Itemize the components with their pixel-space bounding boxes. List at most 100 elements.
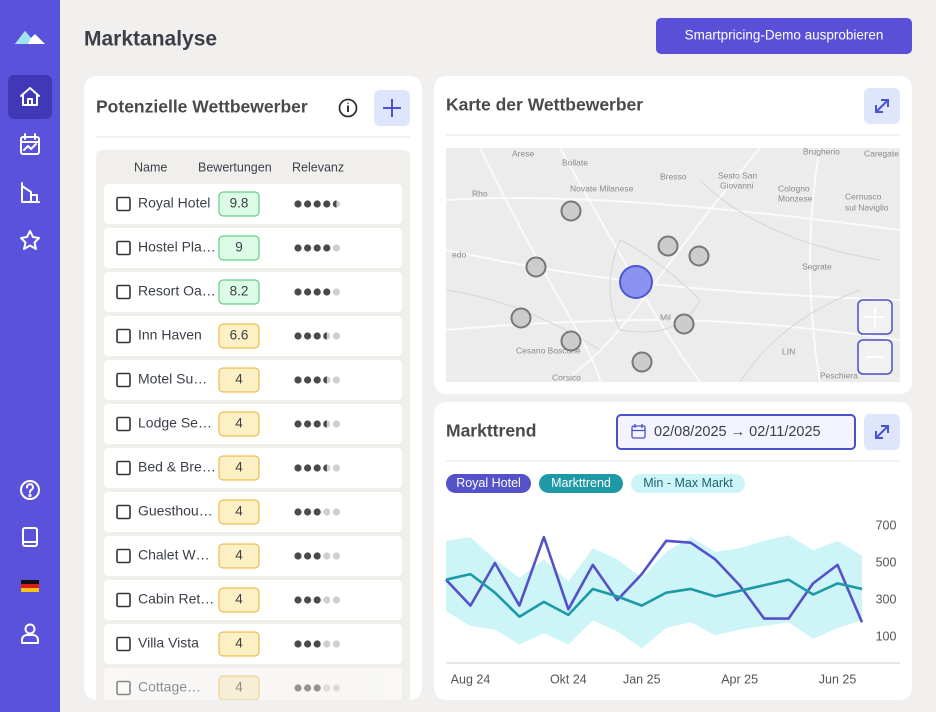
relevance-dot [304, 332, 312, 340]
relevance-dot [332, 508, 340, 516]
rating-badge [218, 455, 260, 481]
nav-home[interactable] [20, 87, 40, 106]
checkbox[interactable] [116, 460, 131, 476]
nav-star[interactable] [20, 230, 40, 250]
relevance-dot [294, 508, 302, 516]
relevance-dot [332, 640, 340, 648]
checkbox[interactable] [116, 372, 131, 388]
calendar-icon [631, 424, 646, 439]
nav-active[interactable] [8, 75, 52, 119]
competitor-marker[interactable] [631, 351, 653, 373]
checkbox[interactable] [116, 548, 131, 564]
hotel-name: Cabin Ret… [138, 591, 214, 607]
competitor-marker[interactable] [560, 200, 582, 222]
demo-button[interactable] [656, 18, 912, 54]
nav-calendar[interactable] [20, 133, 40, 155]
date-range: 02/08/2025 → 02/11/2025 [654, 424, 821, 440]
rating-badge [218, 411, 260, 437]
relevance-dot [304, 640, 312, 648]
relevance [294, 200, 340, 208]
competitor-row: Chalet W… 4 [104, 536, 402, 576]
relevance-dot [294, 376, 302, 384]
x-tick-label: Okt 24 [550, 672, 587, 686]
competitor-row: Hostel Pla… 9 [104, 228, 402, 268]
relevance-dot [294, 332, 302, 340]
relevance [294, 508, 340, 516]
hotel-name: Guesthou… [138, 503, 213, 519]
date-range-input[interactable] [616, 414, 856, 450]
place-label: Brugherio [803, 146, 840, 156]
relevance-dot [304, 464, 312, 472]
rating: 9 [235, 240, 243, 255]
own-hotel-marker[interactable] [619, 265, 653, 299]
rating-badge [218, 191, 260, 217]
relevance-dot [304, 552, 312, 560]
hotel-name: Hostel Pla… [138, 239, 216, 255]
checkbox[interactable] [116, 196, 131, 212]
relevance-dot [294, 640, 302, 648]
relevance-dot [313, 288, 321, 296]
place-label: Novate Milanese [570, 183, 634, 193]
relevance-dot [332, 420, 340, 428]
relevance [294, 332, 340, 340]
place-label: LIN [782, 346, 795, 356]
hotel-name: Inn Haven [138, 327, 202, 343]
checkbox[interactable] [116, 284, 131, 300]
nav-language[interactable] [21, 580, 39, 592]
rating: 4 [235, 372, 243, 387]
relevance-dot [313, 464, 321, 472]
hotel-name: Royal Hotel [138, 195, 210, 211]
competitor-row: Motel Su… 4 [104, 360, 402, 400]
y-tick-label: 100 [876, 629, 897, 643]
nav-help[interactable] [20, 480, 40, 500]
relevance-dot [313, 552, 321, 560]
relevance-dot [332, 684, 340, 692]
competitor-marker[interactable] [688, 245, 710, 267]
relevance-dot [304, 508, 312, 516]
nav-book[interactable] [22, 527, 38, 547]
checkbox[interactable] [116, 240, 131, 256]
checkbox[interactable] [116, 636, 131, 652]
relevance-dot [323, 200, 331, 208]
legend-pill[interactable] [446, 474, 531, 493]
competitor-marker[interactable] [657, 235, 679, 257]
info-icon[interactable] [338, 98, 358, 118]
legend-pill[interactable] [631, 474, 745, 493]
competitor-row: Royal Hotel 9.8 [104, 184, 402, 224]
competitor-marker[interactable] [560, 330, 582, 352]
relevance-dot [304, 684, 312, 692]
checkbox[interactable] [116, 592, 131, 608]
checkbox[interactable] [116, 328, 131, 344]
relevance-half [323, 420, 327, 428]
relevance-dot [323, 244, 331, 252]
relevance-dot [313, 420, 321, 428]
x-tick-label: Jun 25 [819, 672, 857, 686]
relevance-dot [332, 464, 340, 472]
checkbox[interactable] [116, 504, 131, 520]
checkbox[interactable] [116, 680, 131, 696]
place-label: sul Naviglio [845, 202, 889, 212]
legend-pill[interactable] [539, 474, 623, 493]
logo-accent [15, 31, 31, 44]
relevance [294, 244, 340, 252]
checkbox[interactable] [116, 416, 131, 432]
relevance-dot [332, 244, 340, 252]
competitor-row: Inn Haven 6.6 [104, 316, 402, 356]
place-label: Mil [660, 312, 671, 322]
map-markers [510, 200, 710, 373]
relevance-dot [313, 684, 321, 692]
nav-user[interactable] [21, 623, 39, 644]
legend-label: Royal Hotel [456, 476, 521, 490]
competitor-marker[interactable] [525, 256, 547, 278]
rating-badge [218, 279, 260, 305]
hotel-name: Lodge Se… [138, 415, 212, 431]
competitor-marker[interactable] [510, 307, 532, 329]
competitor-marker[interactable] [673, 313, 695, 335]
relevance-dot [294, 420, 302, 428]
relevance-dot [304, 200, 312, 208]
nav-building[interactable] [21, 182, 40, 203]
relevance-dot [313, 596, 321, 604]
expand-icon [875, 425, 889, 439]
relevance [294, 596, 340, 604]
place-label: Rho [472, 188, 488, 198]
